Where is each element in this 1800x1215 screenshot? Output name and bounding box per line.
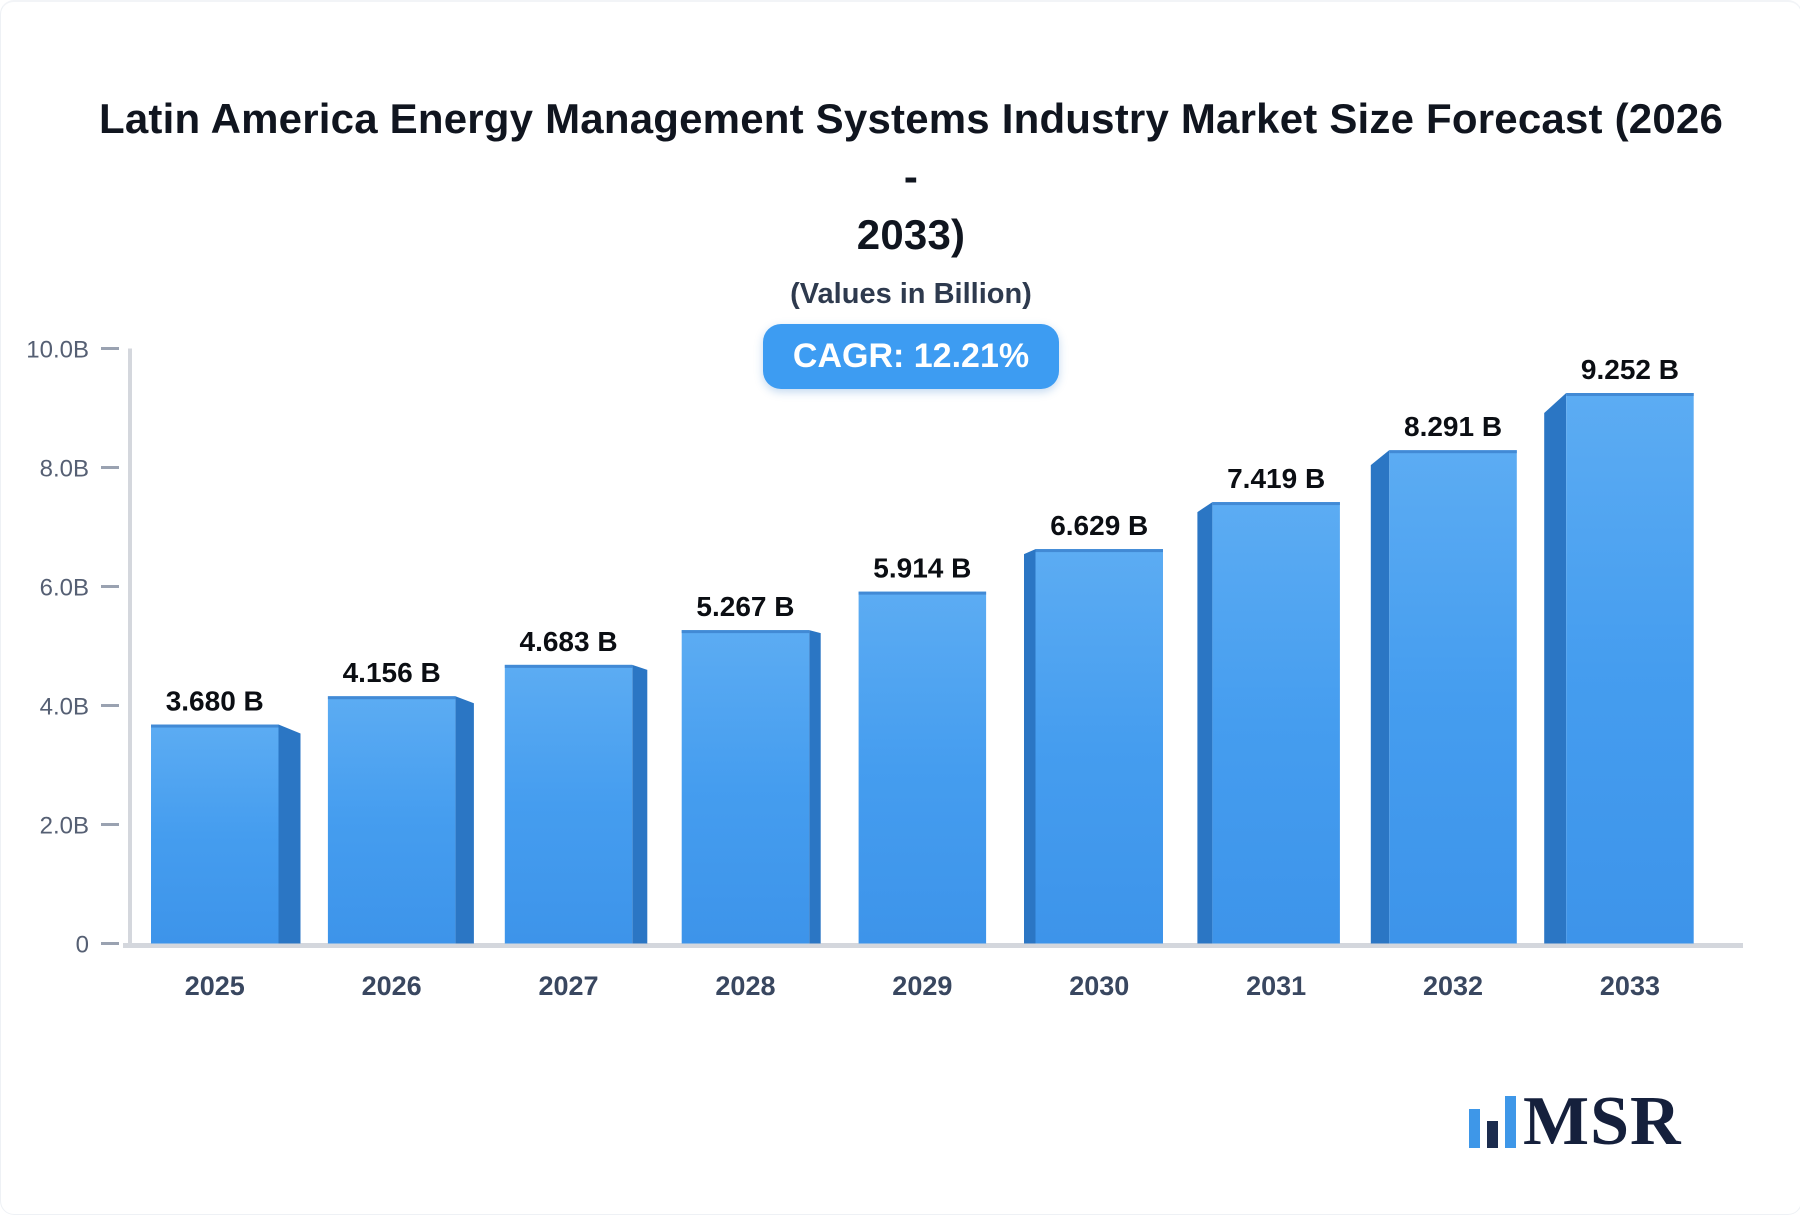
msr-logo: MSR bbox=[1469, 1083, 1682, 1160]
bar-top-edge bbox=[1212, 502, 1340, 506]
y-axis-line bbox=[128, 348, 132, 947]
x-axis-tick-label: 2028 bbox=[715, 971, 775, 1001]
x-axis-tick-label: 2025 bbox=[185, 971, 245, 1001]
bar-value-label: 9.252 B bbox=[1581, 354, 1679, 385]
y-tick-mark bbox=[101, 704, 119, 707]
title-line2: 2033) bbox=[856, 211, 966, 258]
bar-face bbox=[858, 591, 987, 944]
cagr-badge: CAGR: 12.21% bbox=[762, 324, 1060, 389]
y-axis-tick-label: 2.0B bbox=[40, 813, 89, 840]
chart-subtitle: (Values in Billion) bbox=[790, 278, 1032, 310]
logo-text: MSR bbox=[1523, 1083, 1682, 1160]
x-axis-tick-label: 2026 bbox=[362, 971, 422, 1001]
x-axis-tick-label: 2032 bbox=[1423, 971, 1483, 1001]
bar-value-label: 5.267 B bbox=[696, 591, 794, 622]
bar-value-label: 4.156 B bbox=[343, 657, 441, 688]
page-title: Latin America Energy Management Systems … bbox=[91, 90, 1731, 264]
bar-top-edge bbox=[327, 696, 456, 700]
x-axis-line bbox=[123, 943, 1743, 948]
bar-2025[interactable] bbox=[151, 724, 301, 944]
y-tick-mark bbox=[101, 466, 119, 469]
y-axis-tick-label: 4.0B bbox=[40, 694, 89, 721]
bar-2026[interactable] bbox=[327, 696, 474, 944]
bar-face bbox=[1035, 549, 1163, 944]
bar-side-face bbox=[1544, 393, 1567, 944]
bar-top-edge bbox=[1389, 450, 1517, 454]
bar-top-edge bbox=[1035, 549, 1163, 553]
bar-2030[interactable] bbox=[1024, 549, 1163, 944]
bar-2033[interactable] bbox=[1544, 393, 1694, 944]
bar-value-label: 6.629 B bbox=[1050, 510, 1148, 541]
bar-face bbox=[681, 630, 810, 944]
x-axis-tick-label: 2033 bbox=[1600, 971, 1660, 1001]
bar-side-face bbox=[1370, 450, 1390, 944]
title-line1: Latin America Energy Management Systems … bbox=[98, 95, 1724, 200]
y-tick-mark bbox=[101, 347, 119, 350]
bar-side-face bbox=[278, 724, 301, 944]
bar-side-face bbox=[1024, 549, 1036, 944]
bar-face bbox=[327, 696, 456, 944]
bar-value-label: 8.291 B bbox=[1404, 411, 1502, 442]
bar-side-face bbox=[1197, 502, 1213, 944]
y-axis-tick-label: 0 bbox=[76, 932, 89, 959]
bar-2029[interactable] bbox=[858, 591, 987, 944]
bar-chart-icon bbox=[1469, 1096, 1516, 1148]
y-tick-mark bbox=[101, 585, 119, 588]
bar-value-label: 3.680 B bbox=[166, 686, 264, 717]
x-axis-tick-label: 2029 bbox=[892, 971, 952, 1001]
bar-value-label: 4.683 B bbox=[520, 626, 618, 657]
x-axis-tick-label: 2031 bbox=[1246, 971, 1306, 1001]
y-tick-mark bbox=[101, 823, 119, 826]
chart-header: Latin America Energy Management Systems … bbox=[91, 90, 1731, 389]
x-axis-tick-label: 2027 bbox=[539, 971, 599, 1001]
y-axis-tick-label: 8.0B bbox=[40, 456, 89, 483]
bar-value-label: 7.419 B bbox=[1227, 463, 1325, 494]
bar-2032[interactable] bbox=[1370, 450, 1517, 944]
bar-top-edge bbox=[858, 591, 987, 595]
bar-side-face bbox=[809, 630, 821, 944]
bar-face bbox=[1566, 393, 1694, 944]
bar-top-edge bbox=[681, 630, 810, 634]
bar-face bbox=[1212, 502, 1340, 944]
y-axis-tick-label: 10.0B bbox=[26, 337, 89, 364]
x-axis-tick-label: 2030 bbox=[1069, 971, 1129, 1001]
bar-top-edge bbox=[504, 664, 633, 668]
bar-top-edge bbox=[1566, 393, 1694, 397]
bar-top-edge bbox=[151, 724, 279, 728]
y-tick-mark bbox=[101, 942, 119, 945]
y-axis-tick-label: 6.0B bbox=[40, 575, 89, 602]
bar-side-face bbox=[455, 696, 474, 944]
bar-2027[interactable] bbox=[504, 664, 648, 944]
bar-face bbox=[151, 724, 279, 944]
bar-face bbox=[504, 664, 633, 944]
bar-2028[interactable] bbox=[681, 630, 821, 944]
bar-face bbox=[1389, 450, 1517, 944]
bar-side-face bbox=[632, 664, 648, 944]
bar-2031[interactable] bbox=[1197, 502, 1340, 944]
bar-value-label: 5.914 B bbox=[873, 553, 971, 584]
